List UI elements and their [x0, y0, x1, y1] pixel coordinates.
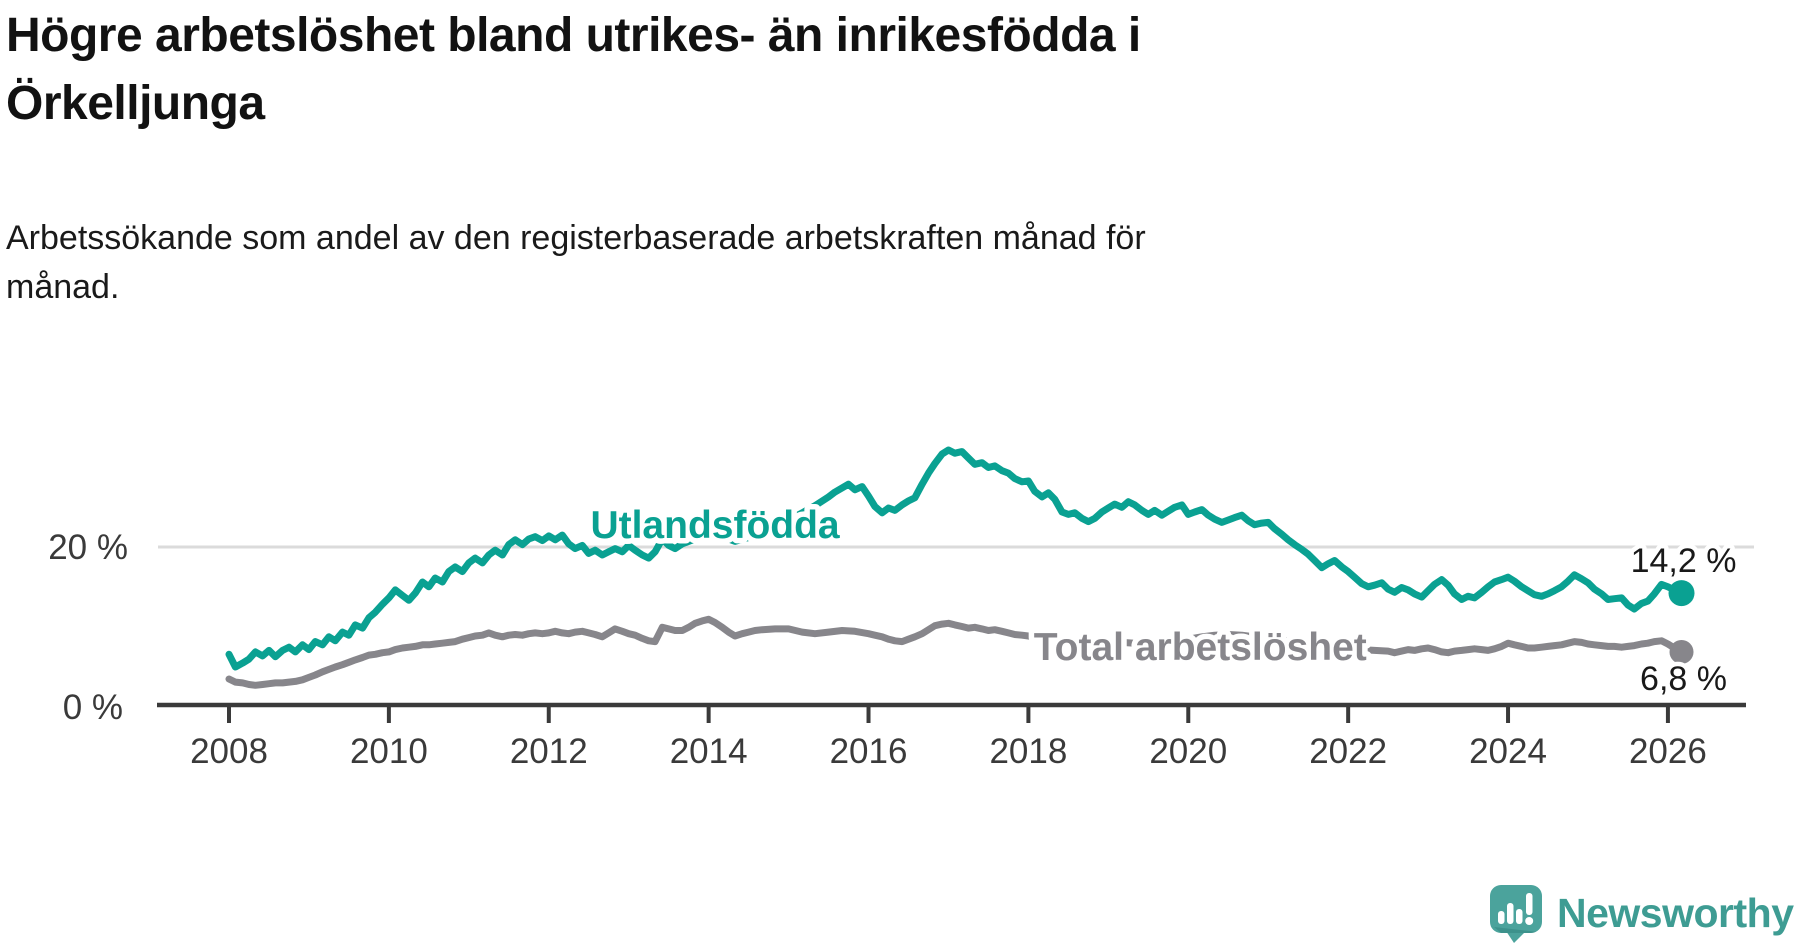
series-line-utlandsfodda [225, 446, 1685, 671]
end-dot-total-arbetsloshet [1669, 639, 1694, 664]
x-tick-label: 2008 [190, 732, 268, 771]
series-label-total-arbetsloshet: Total arbetslöshet [1034, 626, 1367, 669]
series-layer [225, 446, 1695, 689]
x-tick-label: 2016 [830, 732, 908, 771]
x-tick-label: 2020 [1149, 732, 1227, 771]
x-tick-label: 2018 [989, 732, 1067, 771]
x-tick-label: 2026 [1629, 732, 1707, 771]
page-title: Högre arbetslöshet bland utrikes- än inr… [6, 9, 1141, 131]
x-tick-label: 2022 [1309, 732, 1387, 771]
labels-layer: 20 % 0 % Utlandsfödda Total arbetslöshet… [48, 498, 1741, 727]
x-tick-label: 2010 [350, 732, 428, 771]
x-tick-label: 2012 [510, 732, 588, 771]
y-axis-label-20: 20 % [48, 528, 128, 567]
end-value-label-total: 6,8 % [1640, 660, 1727, 698]
chart-subtitle: Arbetssökande som andel av den registerb… [6, 219, 1146, 307]
series-label-utlandsfodda: Utlandsfödda [590, 504, 839, 547]
newsworthy-logo-text: Newsworthy [1557, 889, 1794, 936]
newsworthy-logo: Newsworthy [1488, 882, 1794, 944]
end-value-label-utlandsfodda: 14,2 % [1631, 542, 1737, 580]
newsworthy-speech-bubble-bar-chart-icon [1490, 885, 1542, 943]
axes-layer: 2008 2010 2012 2014 2016 2018 2020 2022 2024 2026 [157, 545, 1754, 771]
series-line-total-arbetsloshet [225, 615, 1685, 689]
x-tick-label: 2014 [670, 732, 748, 771]
end-dot-utlandsfodda [1668, 580, 1695, 607]
y-axis-label-0: 0 % [63, 688, 123, 727]
x-tick-label: 2024 [1469, 732, 1547, 771]
